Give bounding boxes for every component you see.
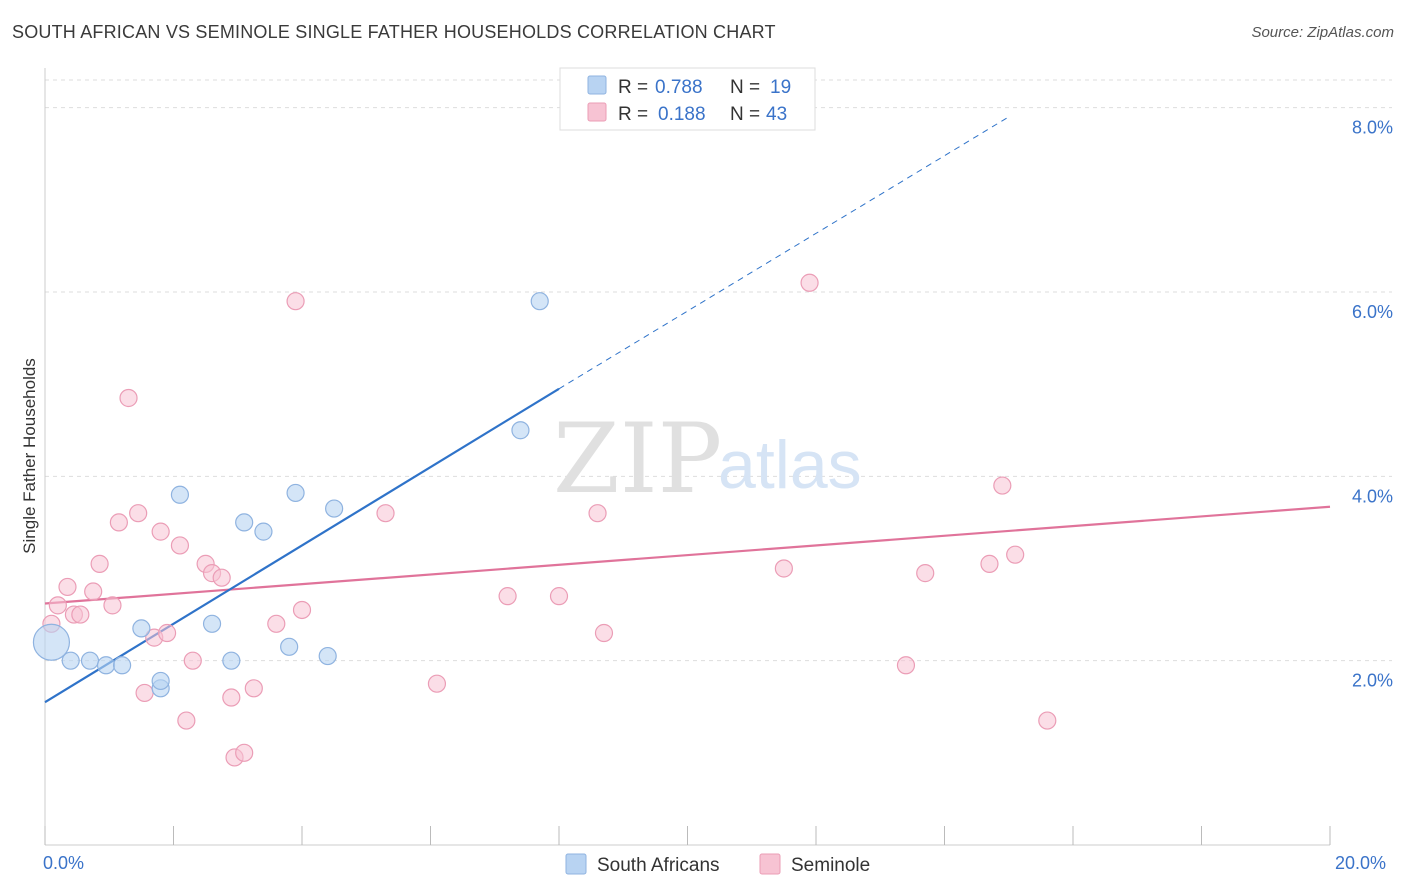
seminole-point-40 <box>993 476 1012 495</box>
seminole-point-32 <box>588 504 607 523</box>
south-africans-point-12 <box>254 522 273 541</box>
seminole-point-30 <box>498 587 517 606</box>
legend-r-value-2: 0.188 <box>658 104 706 125</box>
legend-box: R = 0.788 N = 19 R = 0.188 N = 43 <box>559 67 816 131</box>
south-africans-point-5 <box>132 619 151 638</box>
legend-n-value-1: 19 <box>770 77 791 98</box>
south-africans-point-11 <box>235 513 254 532</box>
seminole-point-35 <box>774 559 793 578</box>
y-tick-label-6: 6.0% <box>1352 302 1393 322</box>
south-africans-point-15 <box>318 646 337 666</box>
seminole-point-1 <box>48 596 67 615</box>
south-africans-point-18 <box>530 292 549 311</box>
x-ticks <box>44 826 1331 845</box>
seminole-point-20 <box>212 568 231 587</box>
seminole-point-15 <box>170 536 190 555</box>
trendline-south-africans <box>44 387 560 704</box>
south-africans-point-9 <box>202 614 222 633</box>
south-africans-point-4 <box>112 656 132 675</box>
y-tick-label-2: 2.0% <box>1352 671 1393 691</box>
south-africans-point-0 <box>32 623 71 661</box>
legend-r-value-1: 0.788 <box>655 77 703 98</box>
seminole-point-27 <box>292 600 312 620</box>
chart-source: Source: ZipAtlas.com <box>1251 24 1394 41</box>
bottom-legend-swatch-pink <box>759 853 781 875</box>
seminole-point-24 <box>244 679 263 698</box>
seminole-point-41 <box>1006 545 1025 564</box>
south-africans-point-1 <box>61 651 80 670</box>
seminole-point-11 <box>135 683 154 703</box>
seminole-point-28 <box>376 504 395 523</box>
seminole-point-21 <box>222 688 241 707</box>
south-africans-point-14 <box>286 483 305 503</box>
seminole-point-42 <box>1038 711 1057 730</box>
seminole-point-10 <box>129 504 148 523</box>
seminole-point-14 <box>157 623 177 643</box>
y-tick-labels: 2.0% 4.0% 6.0% 8.0% <box>1352 118 1393 691</box>
chart-title: SOUTH AFRICAN VS SEMINOLE SINGLE FATHER … <box>12 22 776 42</box>
seminole-point-39 <box>980 554 999 573</box>
south-africans-point-13 <box>280 637 299 656</box>
watermark-zip: ZIP <box>553 403 722 515</box>
legend-n-label-1: N = <box>730 77 760 98</box>
south-africans-point-8 <box>170 485 190 504</box>
south-africans-point-2 <box>80 651 100 670</box>
seminole-point-33 <box>594 623 614 643</box>
watermark: ZIP atlas <box>553 403 862 515</box>
legend-r-label-2: R = <box>618 104 648 125</box>
seminole-point-29 <box>427 674 447 693</box>
seminole-point-8 <box>109 513 128 532</box>
south-africans-point-17 <box>511 421 530 440</box>
seminole-point-37 <box>896 656 916 675</box>
south-africans-point-7 <box>151 671 170 691</box>
bottom-legend-label-south-africans: South Africans <box>597 855 720 876</box>
trendline-seminole <box>44 505 1331 605</box>
seminole-point-38 <box>916 564 935 583</box>
y-axis-title: Single Father Households <box>20 358 39 554</box>
south-africans-point-16 <box>325 499 344 518</box>
south-africans-points <box>32 292 549 698</box>
seminole-point-23 <box>235 743 254 762</box>
y-tick-label-8: 8.0% <box>1352 118 1393 138</box>
seminole-point-4 <box>71 605 90 624</box>
y-tick-label-4: 4.0% <box>1352 486 1393 506</box>
grid-layer <box>45 79 1392 662</box>
seminole-point-17 <box>183 651 202 670</box>
seminole-points <box>42 107 1057 767</box>
seminole-point-36 <box>800 273 819 292</box>
bottom-legend-swatch-blue <box>565 853 587 875</box>
seminole-point-26 <box>286 292 305 311</box>
seminole-point-2 <box>58 577 77 597</box>
x-tick-label-min: 0.0% <box>43 853 84 873</box>
south-africans-point-3 <box>96 656 116 675</box>
seminole-point-6 <box>90 554 109 573</box>
legend-n-value-2: 43 <box>766 104 787 125</box>
trend-layer <box>44 116 1331 704</box>
seminole-point-31 <box>549 587 569 606</box>
x-tick-label-max: 20.0% <box>1335 853 1386 873</box>
seminole-point-5 <box>84 582 103 601</box>
watermark-atlas: atlas <box>718 427 862 503</box>
seminole-point-9 <box>119 388 138 408</box>
legend-swatch-pink <box>587 102 607 122</box>
trendline-south-africans-extension <box>558 116 1010 390</box>
seminole-point-25 <box>267 614 286 633</box>
seminole-point-13 <box>151 522 170 541</box>
bottom-legend: South Africans Seminole <box>565 853 870 876</box>
bottom-legend-label-seminole: Seminole <box>791 855 870 876</box>
seminole-point-16 <box>177 711 196 730</box>
legend-r-label-1: R = <box>618 77 648 98</box>
seminole-point-7 <box>103 596 122 615</box>
south-africans-point-10 <box>222 651 241 670</box>
legend-n-label-2: N = <box>730 104 760 125</box>
legend-swatch-blue <box>587 75 607 95</box>
